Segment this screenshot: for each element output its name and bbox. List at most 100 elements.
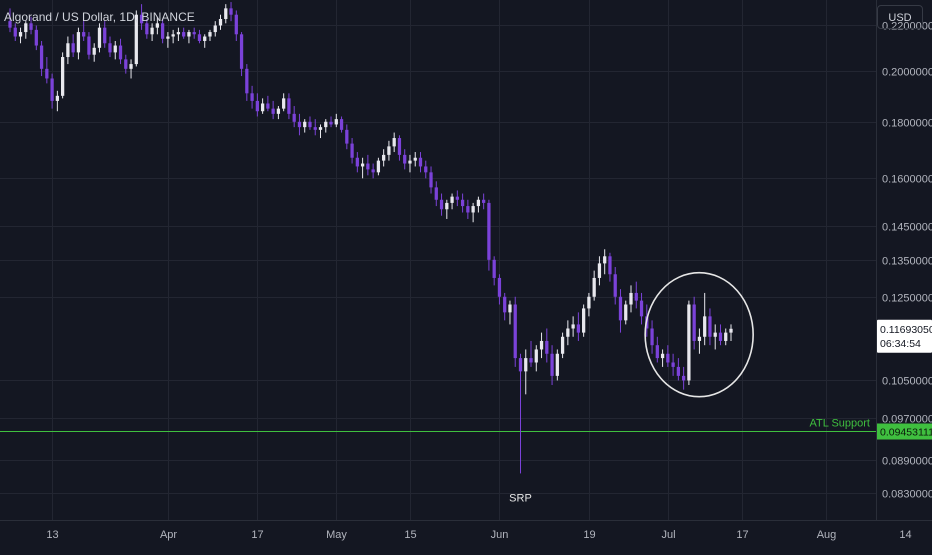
candle[interactable] bbox=[566, 320, 570, 346]
candle[interactable] bbox=[187, 29, 191, 44]
candle[interactable] bbox=[308, 116, 312, 130]
candle[interactable] bbox=[382, 149, 386, 167]
candle[interactable] bbox=[339, 116, 344, 133]
candle[interactable] bbox=[408, 154, 412, 173]
candle[interactable] bbox=[624, 300, 628, 325]
candle[interactable] bbox=[324, 119, 328, 133]
candle[interactable] bbox=[434, 181, 438, 207]
candle[interactable] bbox=[492, 256, 496, 286]
candle[interactable] bbox=[608, 252, 612, 282]
candle[interactable] bbox=[671, 353, 675, 376]
candle[interactable] bbox=[39, 41, 44, 77]
candle[interactable] bbox=[103, 21, 107, 48]
candle[interactable] bbox=[455, 190, 459, 207]
candle[interactable] bbox=[229, 2, 233, 22]
candle[interactable] bbox=[724, 328, 728, 346]
candle[interactable] bbox=[24, 21, 28, 39]
candle[interactable] bbox=[213, 21, 217, 37]
candle[interactable] bbox=[460, 193, 465, 213]
candle[interactable] bbox=[582, 304, 586, 337]
candle[interactable] bbox=[524, 349, 528, 395]
candle[interactable] bbox=[471, 202, 475, 223]
candle[interactable] bbox=[245, 64, 249, 101]
candle[interactable] bbox=[224, 4, 228, 24]
candle[interactable] bbox=[60, 52, 65, 99]
candle[interactable] bbox=[666, 345, 670, 367]
candle[interactable] bbox=[255, 93, 259, 117]
candle[interactable] bbox=[87, 32, 91, 60]
candle[interactable] bbox=[529, 340, 533, 367]
candle[interactable] bbox=[297, 113, 302, 136]
candle[interactable] bbox=[387, 140, 391, 161]
candle[interactable] bbox=[203, 34, 207, 48]
candle[interactable] bbox=[197, 29, 202, 44]
candle[interactable] bbox=[560, 332, 565, 359]
candle[interactable] bbox=[592, 270, 596, 301]
candle[interactable] bbox=[208, 29, 212, 42]
candle[interactable] bbox=[334, 113, 338, 128]
candle[interactable] bbox=[729, 324, 733, 341]
candle[interactable] bbox=[629, 285, 633, 313]
candle[interactable] bbox=[713, 324, 717, 350]
candle[interactable] bbox=[45, 57, 49, 84]
candle[interactable] bbox=[397, 135, 402, 161]
candle[interactable] bbox=[318, 124, 323, 139]
candle[interactable] bbox=[150, 23, 154, 42]
candle[interactable] bbox=[697, 328, 702, 354]
candle[interactable] bbox=[655, 336, 659, 363]
candle[interactable] bbox=[682, 366, 686, 390]
candle[interactable] bbox=[192, 27, 196, 39]
candle[interactable] bbox=[82, 21, 86, 42]
candle[interactable] bbox=[571, 316, 575, 337]
candle[interactable] bbox=[260, 98, 265, 114]
candle[interactable] bbox=[287, 93, 291, 120]
candle[interactable] bbox=[313, 119, 317, 136]
candle[interactable] bbox=[8, 8, 12, 33]
candle[interactable] bbox=[392, 132, 396, 153]
candle[interactable] bbox=[271, 100, 275, 120]
candle[interactable] bbox=[371, 163, 375, 179]
candle[interactable] bbox=[239, 32, 244, 77]
currency-button[interactable]: USD bbox=[877, 5, 923, 29]
candle[interactable] bbox=[139, 4, 144, 30]
candle[interactable] bbox=[124, 54, 128, 74]
candle[interactable] bbox=[545, 328, 549, 363]
candle[interactable] bbox=[508, 300, 512, 325]
candle[interactable] bbox=[234, 10, 238, 42]
candle[interactable] bbox=[97, 23, 102, 53]
candle[interactable] bbox=[166, 32, 170, 48]
candle[interactable] bbox=[376, 157, 381, 176]
candle[interactable] bbox=[518, 353, 523, 474]
candle[interactable] bbox=[55, 90, 59, 112]
candle[interactable] bbox=[650, 320, 654, 354]
candle[interactable] bbox=[418, 152, 423, 173]
candle[interactable] bbox=[18, 27, 23, 44]
candle[interactable] bbox=[113, 41, 117, 60]
candles[interactable] bbox=[8, 2, 733, 474]
candle[interactable] bbox=[413, 152, 417, 167]
candle[interactable] bbox=[66, 36, 70, 65]
candle[interactable] bbox=[487, 199, 491, 271]
candle[interactable] bbox=[429, 166, 433, 194]
candle[interactable] bbox=[50, 73, 54, 109]
candle[interactable] bbox=[466, 199, 470, 219]
candle[interactable] bbox=[497, 274, 502, 305]
candle[interactable] bbox=[503, 292, 507, 321]
candle[interactable] bbox=[687, 300, 691, 386]
candle[interactable] bbox=[618, 289, 623, 333]
candle[interactable] bbox=[718, 324, 723, 346]
candle[interactable] bbox=[534, 345, 538, 372]
candle[interactable] bbox=[250, 85, 254, 109]
candle[interactable] bbox=[29, 16, 33, 35]
candle[interactable] bbox=[550, 345, 554, 386]
candle[interactable] bbox=[13, 23, 17, 42]
candle[interactable] bbox=[403, 149, 407, 170]
candle[interactable] bbox=[450, 193, 454, 210]
candle[interactable] bbox=[539, 332, 544, 359]
candle[interactable] bbox=[439, 193, 444, 216]
candle[interactable] bbox=[350, 138, 354, 164]
candle[interactable] bbox=[266, 95, 270, 112]
